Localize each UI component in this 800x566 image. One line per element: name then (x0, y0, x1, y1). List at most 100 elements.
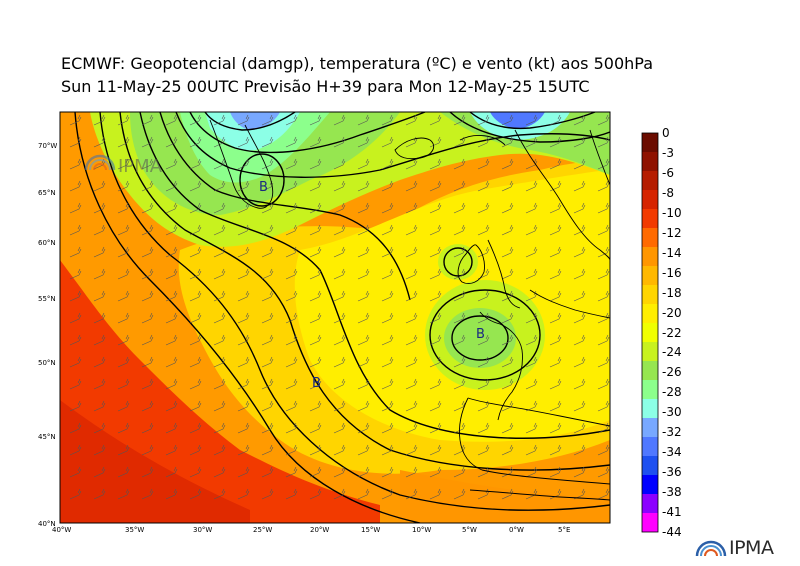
wind-barb (453, 180, 466, 192)
wind-barb (573, 158, 586, 170)
wind-barb (597, 378, 610, 390)
wind-barb (333, 312, 346, 324)
wind-barb (189, 400, 202, 412)
wind-barb (549, 290, 562, 302)
wind-barb (573, 290, 586, 302)
wind-barb (93, 202, 106, 214)
wind-barb (165, 400, 178, 412)
wind-barb (429, 422, 442, 434)
wind-barb (69, 114, 82, 126)
wind-barb (597, 488, 610, 500)
wind-barb (93, 290, 106, 302)
wind-barb (237, 136, 250, 148)
wind-barb (597, 334, 610, 346)
wind-barb (381, 334, 394, 346)
colorbar-swatch (642, 304, 658, 323)
wind-barb (405, 312, 418, 324)
wind-barb (93, 488, 106, 500)
wind-barb (573, 180, 586, 192)
wind-barb (573, 334, 586, 346)
wind-barb (573, 444, 586, 456)
wind-barb (117, 180, 130, 192)
wind-barb (333, 290, 346, 302)
wind-barb (189, 158, 202, 170)
wind-barb (597, 224, 610, 236)
wind-barb (573, 356, 586, 368)
wind-barb (453, 488, 466, 500)
wind-barb (477, 334, 490, 346)
wind-barb (381, 136, 394, 148)
wind-barb (549, 224, 562, 236)
wind-barb (309, 356, 322, 368)
wind-barb (525, 202, 538, 214)
wind-barb (381, 312, 394, 324)
wind-barb (213, 422, 226, 434)
wind-barb (213, 136, 226, 148)
wind-barb (477, 356, 490, 368)
wind-barb (117, 246, 130, 258)
colorbar-label: -12 (662, 225, 682, 240)
wind-barb (549, 114, 562, 126)
wind-barb (381, 224, 394, 236)
wind-barb (597, 400, 610, 412)
wind-barb (117, 290, 130, 302)
wind-barb (285, 444, 298, 456)
wind-barb (501, 114, 514, 126)
wind-barb (213, 488, 226, 500)
wind-barb (597, 290, 610, 302)
colorbar-swatch (642, 285, 658, 304)
colorbar-label: -22 (662, 325, 682, 340)
colorbar-label: -32 (662, 425, 682, 440)
wind-barb (117, 444, 130, 456)
colorbar-label: -26 (662, 365, 682, 380)
wind-barb (405, 246, 418, 258)
wind-barb (333, 400, 346, 412)
wind-barb (453, 400, 466, 412)
wind-barb (141, 290, 154, 302)
wind-barb (117, 488, 130, 500)
colorbar-label: -3 (662, 145, 674, 160)
coastlines (209, 119, 610, 501)
wind-barb (429, 488, 442, 500)
wind-barb (357, 224, 370, 236)
wind-barb (381, 290, 394, 302)
wind-barb (525, 224, 538, 236)
wind-barb (237, 180, 250, 192)
wind-barb (69, 422, 82, 434)
wind-barb (429, 180, 442, 192)
wind-barb (165, 334, 178, 346)
wind-barb (237, 356, 250, 368)
wind-barb (381, 422, 394, 434)
wind-barb (381, 246, 394, 258)
wind-barb (285, 422, 298, 434)
colorbar-label: -18 (662, 285, 682, 300)
colorbar-swatch (642, 247, 658, 266)
wind-barb (597, 202, 610, 214)
wind-barb (453, 334, 466, 346)
colorbar-swatch (642, 266, 658, 285)
wind-barb (429, 246, 442, 258)
wind-barb (525, 246, 538, 258)
colorbar-label: -41 (662, 505, 682, 520)
wind-barb (141, 488, 154, 500)
colorbar-label: -10 (662, 205, 682, 220)
wind-barb (213, 400, 226, 412)
wind-barb (165, 224, 178, 236)
wind-barb (93, 400, 106, 412)
ipma-logo-text: IPMA (729, 537, 774, 559)
wind-barb (237, 246, 250, 258)
lat-label: 55°N (38, 295, 56, 303)
lon-label: 40°W (52, 526, 71, 534)
wind-barb (573, 268, 586, 280)
wind-barb (237, 290, 250, 302)
wind-barb (189, 268, 202, 280)
temperature-colorbar (641, 132, 659, 533)
wind-barb (357, 488, 370, 500)
wind-barb (69, 224, 82, 236)
lon-label: 5°W (462, 526, 477, 534)
wind-barb (525, 488, 538, 500)
wind-barb (477, 180, 490, 192)
colorbar-label: -14 (662, 245, 682, 260)
lat-label: 60°N (38, 239, 56, 247)
wind-barb (501, 290, 514, 302)
